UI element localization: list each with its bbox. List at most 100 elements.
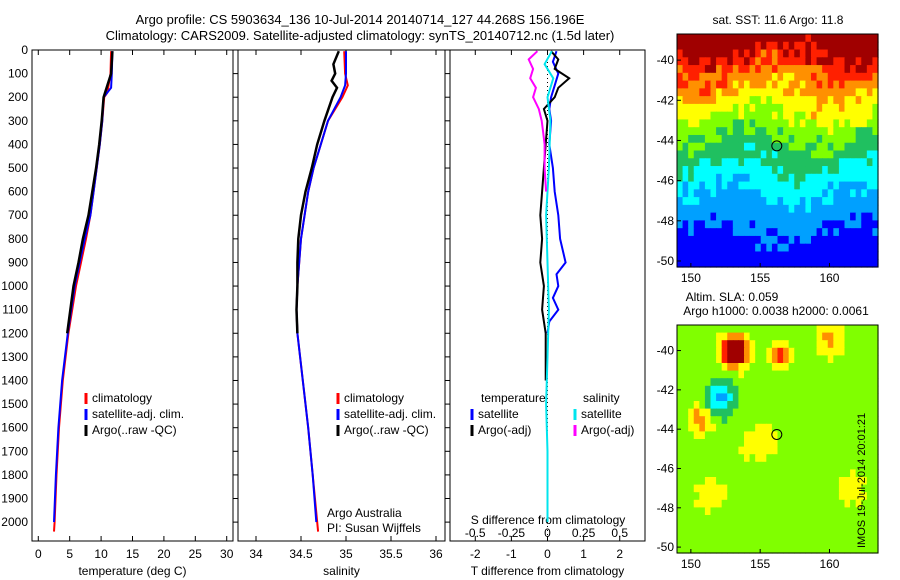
difference-s-tick-label: -0.5 [465, 526, 486, 540]
temperature-xtick-label: 15 [126, 547, 140, 561]
depth-tick-label: 1500 [1, 397, 28, 411]
figure-title-line2: Climatology: CARS2009. Satellite-adjuste… [105, 28, 615, 43]
depth-tick-label: 0 [21, 43, 28, 57]
temperature-xtick-label: 20 [157, 547, 171, 561]
difference-xtick-label: 1 [580, 547, 587, 561]
difference-s-tick-label: 0 [544, 526, 551, 540]
salinity-legend-label: satellite-adj. clim. [344, 407, 436, 421]
sla-map-ytick-label: -48 [657, 501, 675, 515]
temperature-xtick-label: 10 [94, 547, 108, 561]
sst-map-argo-marker [771, 140, 783, 152]
depth-tick-label: 300 [8, 114, 28, 128]
temperature-legend-label: satellite-adj. clim. [92, 407, 184, 421]
temperature-xlabel: temperature (deg C) [78, 564, 186, 578]
depth-tick-label: 700 [8, 208, 28, 222]
sla-map-xtick-label: 150 [681, 557, 701, 571]
depth-tick-label: 900 [8, 255, 28, 269]
depth-tick-label: 1700 [1, 444, 28, 458]
difference-s-tick-label: -0.25 [498, 526, 526, 540]
sst-map-ytick-label: -42 [657, 93, 675, 107]
sst-map-heatmap-cells [677, 34, 879, 268]
temperature-series-satellite-adj-clim- [53, 51, 114, 523]
sla-map-ytick-label: -46 [657, 461, 675, 475]
depth-tick-label: 200 [8, 90, 28, 104]
difference-temp-legend-label: satellite [478, 407, 519, 421]
salinity-plot-frame [237, 49, 446, 542]
difference-s-tick-label: 0.5 [611, 526, 628, 540]
depth-tick-label: 2000 [1, 515, 28, 529]
figure-title-line1: Argo profile: CS 5903634_136 10-Jul-2014… [135, 12, 585, 27]
sst-map-xtick-label: 160 [819, 271, 839, 285]
difference-series-t-satellite [546, 50, 567, 334]
depth-tick-label: 500 [8, 161, 28, 175]
sla-map-ytick-label: -44 [657, 422, 675, 436]
salinity-xlabel: salinity [323, 564, 360, 578]
sla-map-subtitle: Argo h1000: 0.0038 h2000: 0.0061 [683, 304, 869, 318]
temperature-legend-label: climatology [92, 391, 152, 405]
depth-tick-label: 600 [8, 185, 28, 199]
salinity-xtick-label: 34 [249, 547, 263, 561]
depth-tick-label: 1600 [1, 421, 28, 435]
temperature-xtick-label: 25 [189, 547, 203, 561]
sst-map-ytick-label: -46 [657, 174, 675, 188]
salinity-series-satellite-adj-clim- [295, 51, 347, 523]
depth-tick-label: 1000 [1, 279, 28, 293]
depth-tick-label: 100 [8, 67, 28, 81]
sst-map-frame [676, 33, 879, 268]
difference-sal-legend-label: satellite [581, 407, 622, 421]
sla-map-title: Altim. SLA: 0.059 [686, 290, 779, 304]
depth-tick-label: 1800 [1, 468, 28, 482]
sla-map-heatmap-cells [677, 325, 879, 554]
salinity-xtick-label: 35 [339, 547, 353, 561]
salinity-series-argo-raw-qc- [295, 50, 340, 334]
depth-tick-label: 800 [8, 232, 28, 246]
difference-xtick-label: 0 [544, 547, 551, 561]
difference-xtick-label: 2 [616, 547, 623, 561]
sla-map-ytick-label: -42 [657, 383, 675, 397]
depth-tick-label: 400 [8, 137, 28, 151]
difference-series-s-argo-adj- [527, 50, 548, 192]
difference-xtick-label: -2 [470, 547, 481, 561]
sla-map-ytick-label: -50 [657, 540, 675, 554]
sla-map-xtick-label: 155 [750, 557, 770, 571]
temperature-xtick-label: 5 [66, 547, 73, 561]
temperature-plot-frame [31, 49, 234, 542]
temperature-series-argo-raw-qc- [65, 51, 114, 334]
difference-xtick-label: -1 [506, 547, 517, 561]
salinity-xtick-label: 35.5 [379, 547, 403, 561]
sla-map-argo-marker [771, 428, 783, 440]
sst-map-ytick-label: -50 [657, 254, 675, 268]
temperature-xtick-label: 30 [220, 547, 234, 561]
credit-argo-australia: Argo Australia [327, 506, 402, 520]
salinity-xtick-label: 36 [429, 547, 443, 561]
sla-map-frame [676, 324, 879, 554]
depth-tick-label: 1400 [1, 373, 28, 387]
sst-map-ytick-label: -40 [657, 53, 675, 67]
salinity-legend-label: climatology [344, 391, 404, 405]
sst-map-xtick-label: 150 [681, 271, 701, 285]
difference-legend-left-title: temperature [481, 391, 546, 405]
salinity-legend-label: Argo(..raw -QC) [344, 423, 429, 437]
imos-timestamp: IMOS 19-Jul-2014 20:01:21 [856, 412, 868, 548]
difference-sal-legend-label: Argo(-adj) [581, 423, 634, 437]
sla-map-ytick-label: -40 [657, 344, 675, 358]
difference-temp-legend-label: Argo(-adj) [478, 423, 531, 437]
difference-legend-right-title: salinity [583, 391, 620, 405]
temperature-legend-label: Argo(..raw -QC) [92, 423, 177, 437]
depth-tick-label: 1300 [1, 350, 28, 364]
depth-tick-label: 1200 [1, 326, 28, 340]
difference-s-tick-label: 0.25 [572, 526, 596, 540]
difference-series-s-satellite [543, 50, 555, 523]
sst-map-title: sat. SST: 11.6 Argo: 11.8 [713, 13, 844, 27]
credit-pi: PI: Susan Wijffels [327, 521, 421, 535]
difference-xlabel: T difference from climatology [471, 564, 625, 578]
sst-map-ytick-label: -44 [657, 133, 675, 147]
sla-map-xtick-label: 160 [819, 557, 839, 571]
salinity-xtick-label: 34.5 [289, 547, 313, 561]
depth-tick-label: 1100 [2, 303, 28, 317]
sst-map-xtick-label: 155 [750, 271, 770, 285]
temperature-xtick-label: 0 [35, 547, 42, 561]
sst-map-ytick-label: -48 [657, 214, 675, 228]
depth-tick-label: 1900 [1, 492, 28, 506]
